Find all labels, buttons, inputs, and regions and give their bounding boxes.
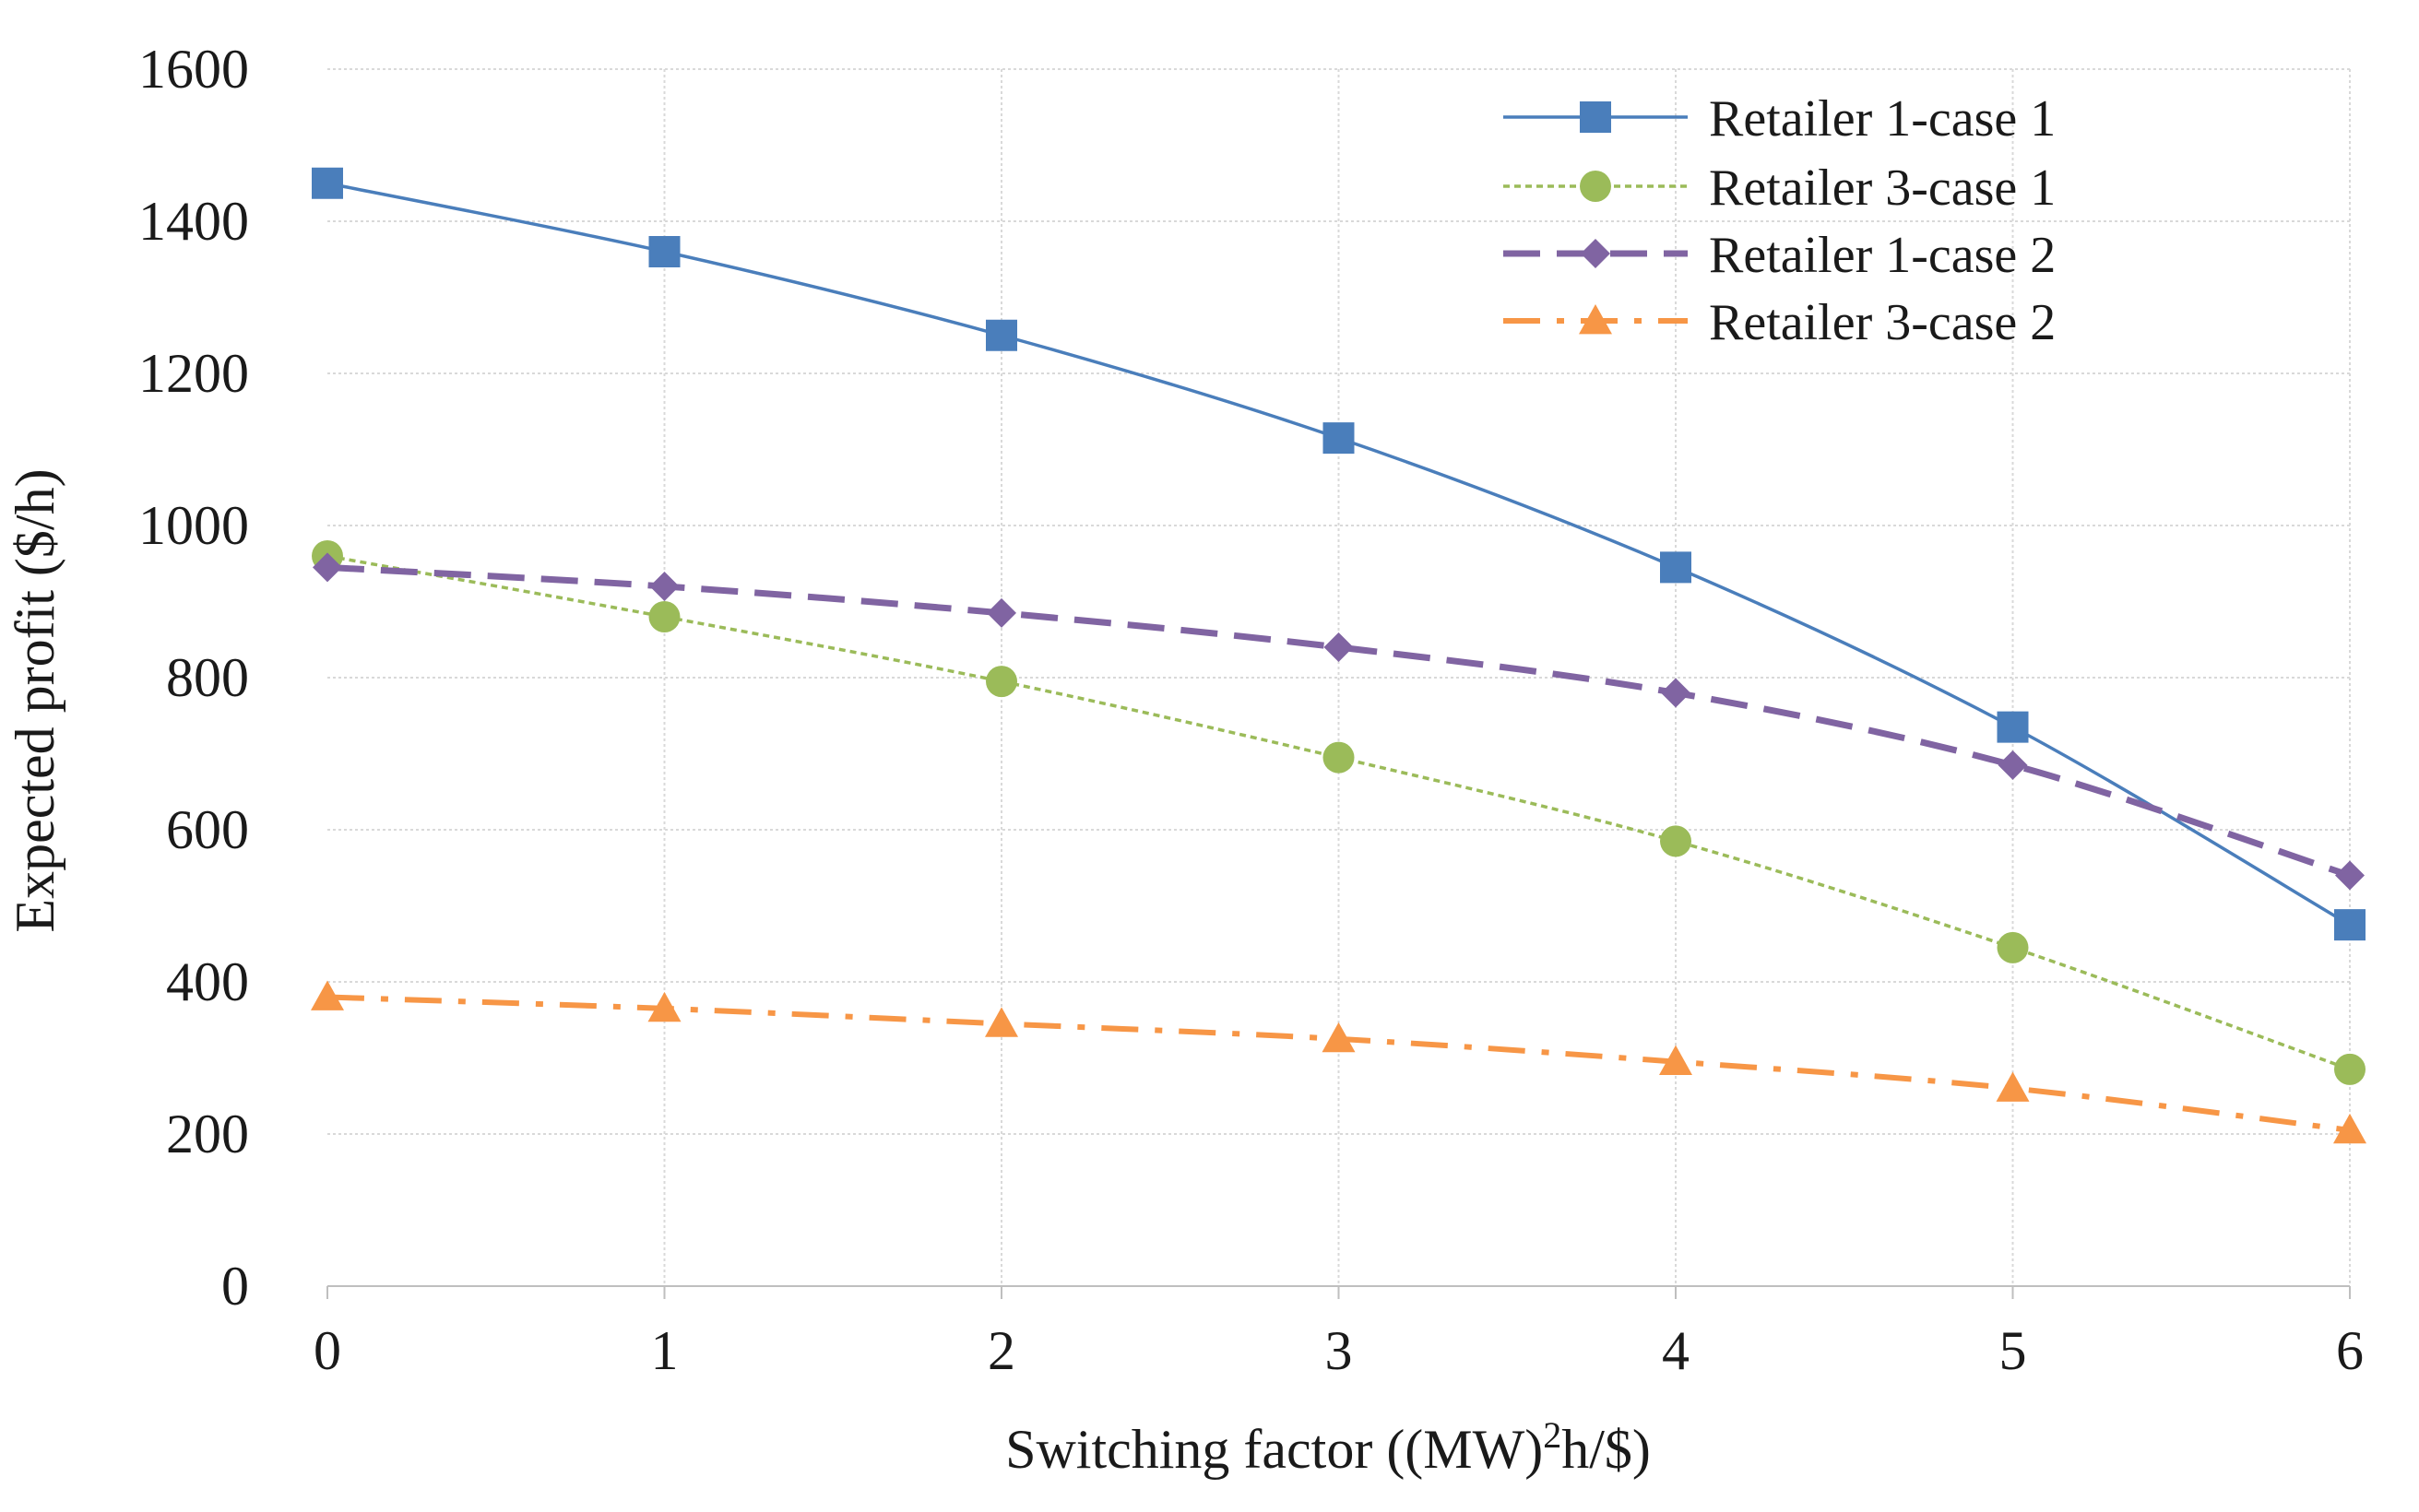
data-point	[2333, 1113, 2366, 1144]
x-tick-label: 5	[1999, 1320, 2027, 1381]
data-point	[311, 980, 344, 1010]
data-point	[1998, 750, 2028, 780]
legend-label: Retailer 3-case 2	[1709, 294, 2056, 351]
y-tick-label: 0	[221, 1256, 249, 1317]
legend: Retailer 1-case 1 Retailer 3-case 1 Retail…	[1503, 90, 2056, 351]
data-point	[985, 1007, 1018, 1037]
y-tick-label: 800	[166, 647, 249, 708]
legend-item: Retailer 3-case 2	[1503, 294, 2056, 351]
x-tick-label: 1	[651, 1320, 679, 1381]
axes: 0 200 400 600 800 1000 1200 1400 1600 0 1 2 3 4 5 6	[138, 39, 2364, 1381]
data-point	[1322, 422, 1355, 455]
data-point	[987, 597, 1016, 628]
data-point	[648, 236, 681, 267]
y-tick-label: 1000	[138, 495, 249, 556]
data-point	[649, 572, 680, 601]
series-3	[313, 552, 2365, 891]
data-point	[1322, 1022, 1356, 1053]
data-point	[2335, 860, 2365, 891]
data-point	[986, 319, 1017, 351]
x-tick-label: 3	[1325, 1320, 1353, 1381]
series-2	[312, 540, 2366, 1085]
legend-marker	[1580, 171, 1611, 202]
legend-label: Retailer 3-case 1	[1709, 159, 2056, 217]
x-tick-label: 0	[314, 1320, 341, 1381]
data-point	[2334, 909, 2366, 941]
y-tick-label: 1200	[138, 343, 249, 404]
x-axis-label: Switching factor ((MW)2h/$)	[1005, 1414, 1651, 1480]
y-axis-label: Expected profit ($/h)	[5, 468, 65, 932]
y-tick-label: 1400	[138, 191, 249, 252]
legend-label: Retailer 1-case 1	[1709, 90, 2056, 148]
legend-item: Retailer 3-case 1	[1503, 159, 2056, 217]
data-point	[1659, 1045, 1692, 1076]
x-tick-label: 2	[988, 1320, 1015, 1381]
data-point	[986, 666, 1017, 698]
y-tick-label: 1600	[138, 39, 249, 100]
series-1	[312, 167, 2366, 941]
data-point	[647, 991, 682, 1022]
x-tick-label: 6	[2336, 1320, 2364, 1381]
x-tick-label: 4	[1662, 1320, 1690, 1381]
data-point	[1322, 741, 1355, 774]
y-tick-label: 400	[166, 951, 249, 1012]
data-point	[313, 552, 342, 583]
data-point	[1660, 551, 1691, 584]
legend-item: Retailer 1-case 1	[1503, 90, 2056, 148]
data-point	[1661, 678, 1690, 708]
data-point	[648, 601, 681, 632]
y-tick-label: 200	[166, 1104, 249, 1164]
data-point	[1997, 931, 2029, 963]
legend-label: Retailer 1-case 2	[1709, 227, 2056, 284]
data-point	[1323, 632, 1354, 662]
series	[311, 167, 2366, 1144]
data-point	[1996, 1071, 2030, 1102]
legend-marker	[1579, 304, 1612, 335]
series-4	[311, 980, 2366, 1144]
data-point	[1997, 711, 2029, 743]
legend-item: Retailer 1-case 2	[1503, 227, 2056, 284]
data-point	[1660, 825, 1691, 857]
data-point	[2334, 1053, 2366, 1085]
data-point	[312, 167, 343, 199]
y-tick-label: 600	[166, 799, 249, 860]
legend-marker	[1581, 239, 1610, 268]
legend-marker	[1580, 101, 1611, 133]
